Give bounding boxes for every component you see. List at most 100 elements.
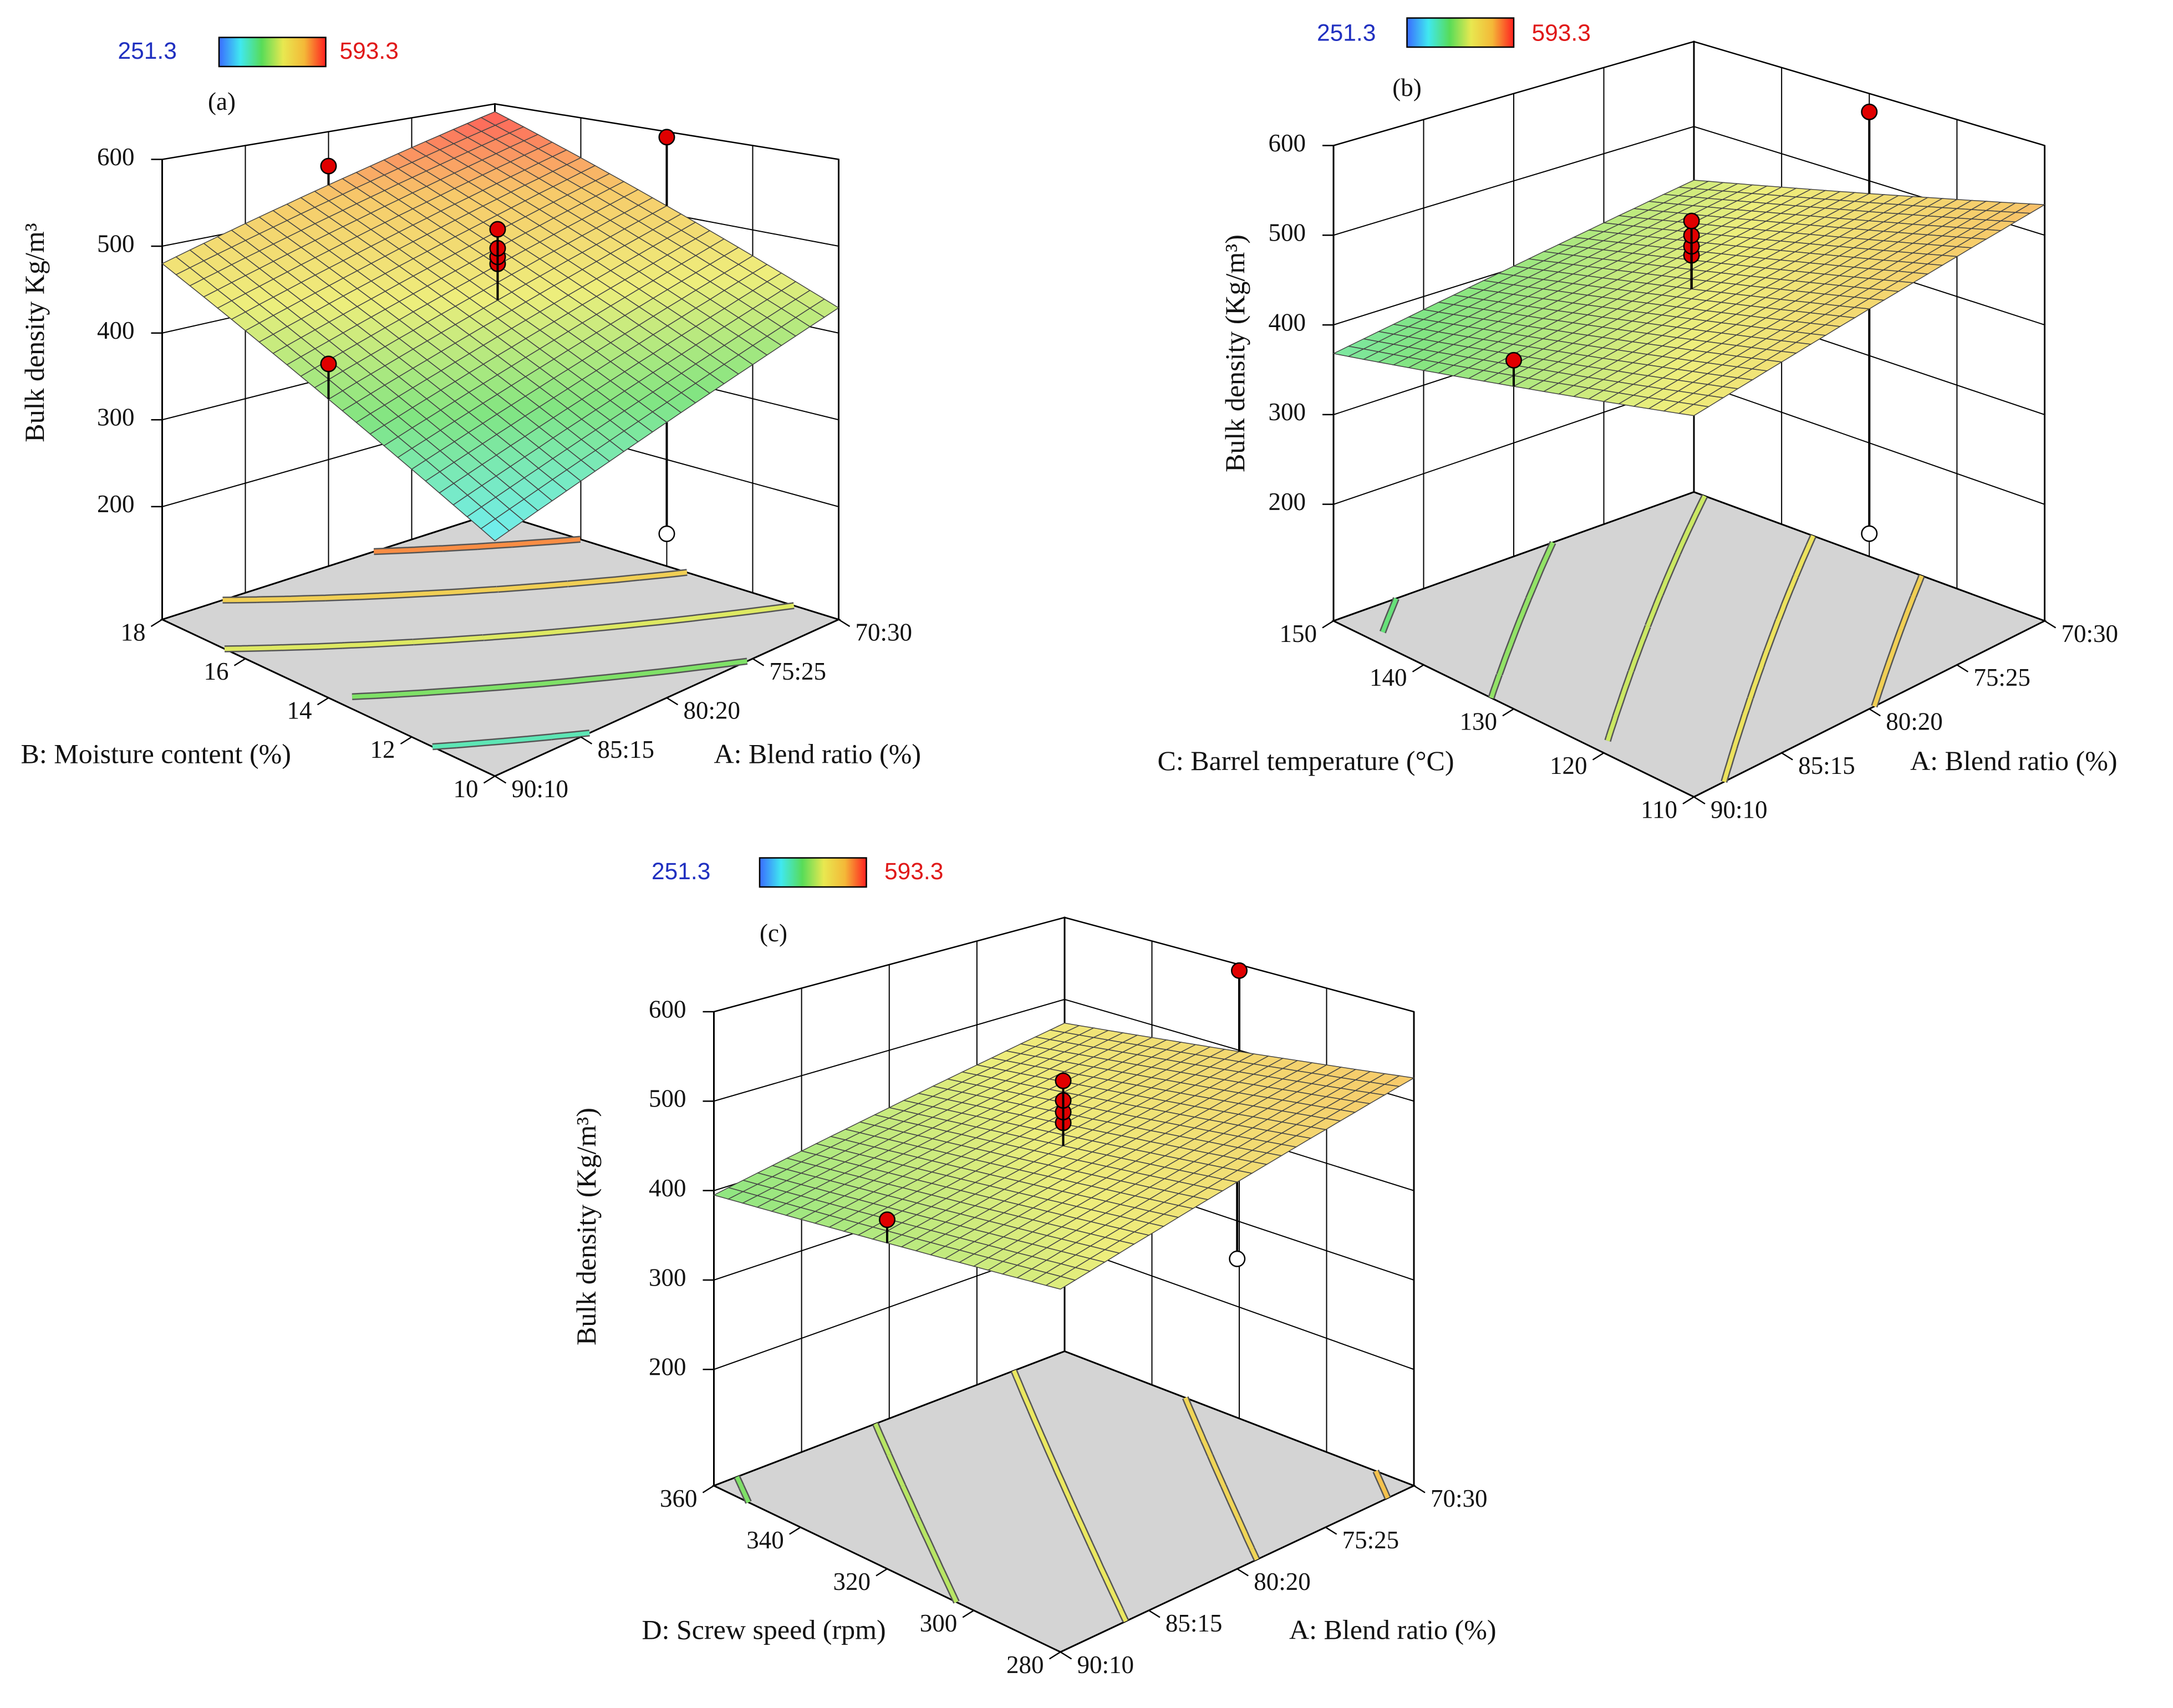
contour-line [1605, 495, 1707, 742]
tick-mark [494, 775, 507, 784]
x-axis-label: A: Blend ratio (%) [1910, 745, 2118, 776]
contour-line [1722, 534, 1815, 783]
z-tick-label: 400 [1269, 308, 1306, 336]
contour-line [1489, 541, 1555, 699]
panel-label: (c) [760, 919, 787, 947]
design-point [1055, 1072, 1072, 1089]
surface-cell [1045, 1276, 1076, 1290]
panel-label: (a) [208, 88, 236, 115]
tick-mark [1413, 1485, 1426, 1493]
tick-mark [838, 619, 851, 628]
colorbar [1406, 17, 1515, 48]
x-tick-label: 85:15 [1166, 1609, 1223, 1637]
z-tick-label: 600 [1269, 129, 1306, 157]
x-tick-label: 85:15 [598, 736, 655, 763]
z-tick-label: 400 [649, 1174, 686, 1202]
colorbar [218, 37, 327, 68]
panel: 200 300 400 500 600 90:10 85:15 80:20 75:25 70:30… [1158, 17, 2118, 823]
colorbar-min: 251.3 [1317, 21, 1376, 47]
design-point [320, 157, 337, 175]
y-tick-label: 360 [660, 1485, 698, 1512]
contour-line [873, 1423, 959, 1603]
x-tick-label: 80:20 [1886, 708, 1943, 736]
surface-cell [480, 518, 510, 542]
contour-line [432, 731, 590, 749]
z-tick-label: 300 [649, 1263, 686, 1291]
x-tick-label: 75:25 [1342, 1526, 1400, 1554]
tick-mark [233, 658, 246, 666]
y-axis-label: C: Barrel temperature (°C) [1158, 745, 1454, 776]
colorbar-min: 251.3 [118, 38, 177, 64]
z-tick-label: 500 [97, 230, 135, 257]
z-tick-label: 400 [97, 317, 135, 344]
colorbar-max: 593.3 [1532, 21, 1591, 47]
tick-mark [317, 697, 329, 706]
contour-line [1381, 598, 1398, 633]
y-axis-label: B: Moisture content (%) [21, 738, 291, 769]
y-tick-label: 300 [920, 1609, 958, 1637]
y-tick-label: 110 [1641, 796, 1677, 823]
tick-mark [1325, 1526, 1337, 1535]
z-tick-label: 600 [649, 995, 686, 1023]
tick-mark [1049, 1651, 1061, 1660]
y-tick-label: 320 [833, 1568, 871, 1595]
y-tick-label: 340 [746, 1526, 784, 1554]
z-tick-label: 200 [649, 1353, 686, 1381]
tick-mark [400, 736, 413, 745]
z-tick-label: 300 [1269, 398, 1306, 426]
colorbar [759, 857, 867, 888]
design-point [1861, 525, 1878, 542]
y-tick-label: 130 [1460, 708, 1498, 736]
design-point [658, 525, 675, 542]
tick-mark [1322, 620, 1334, 629]
tick-mark [483, 775, 496, 784]
contour-line [352, 659, 747, 699]
contour-line [374, 537, 581, 554]
tick-mark [2044, 620, 2057, 629]
x-tick-label: 80:20 [1254, 1568, 1311, 1595]
tick-mark [962, 1609, 974, 1618]
tick-mark [1693, 796, 1706, 805]
design-point [1505, 351, 1523, 369]
tick-mark [752, 658, 765, 666]
design-point [1231, 962, 1248, 979]
tick-mark [1956, 664, 1969, 672]
contour-line [1012, 1370, 1128, 1623]
y-tick-label: 10 [454, 775, 479, 803]
x-tick-label: 85:15 [1798, 752, 1855, 779]
z-tick-label: 200 [1269, 488, 1306, 516]
y-tick-label: 280 [1006, 1651, 1044, 1679]
tick-mark [1412, 664, 1424, 672]
tick-mark [876, 1568, 888, 1577]
z-axis-label: Bulk density (Kg/m³) [571, 1108, 602, 1345]
contour-line [224, 603, 795, 651]
y-tick-label: 12 [370, 736, 395, 763]
y-tick-label: 14 [287, 697, 312, 725]
x-axis-label: A: Blend ratio (%) [1289, 1614, 1497, 1645]
contour-line [735, 1476, 751, 1503]
colorbar-min: 251.3 [652, 859, 710, 885]
tick-mark [702, 1485, 715, 1493]
y-tick-label: 16 [204, 657, 229, 685]
tick-mark [666, 697, 679, 706]
z-tick-label: 500 [649, 1085, 686, 1113]
design-point [320, 355, 337, 373]
panel: 200 300 400 500 600 90:10 85:15 80:20 75:25 70:30… [571, 857, 1497, 1679]
design-point [658, 129, 675, 146]
design-point [879, 1211, 896, 1228]
tick-mark [1781, 752, 1793, 761]
y-tick-label: 18 [121, 618, 146, 646]
tick-mark [150, 619, 163, 628]
panel-label: (b) [1392, 74, 1421, 101]
x-tick-label: 70:30 [856, 618, 913, 646]
tick-mark [789, 1526, 801, 1535]
x-tick-label: 90:10 [1077, 1651, 1134, 1679]
design-point [1683, 212, 1700, 230]
tick-mark [1148, 1609, 1161, 1618]
tick-mark [1060, 1651, 1072, 1660]
design-point [1861, 103, 1878, 120]
x-tick-label: 80:20 [684, 697, 741, 725]
contour-line [1373, 1470, 1390, 1499]
colorbar-max: 593.3 [884, 859, 943, 885]
